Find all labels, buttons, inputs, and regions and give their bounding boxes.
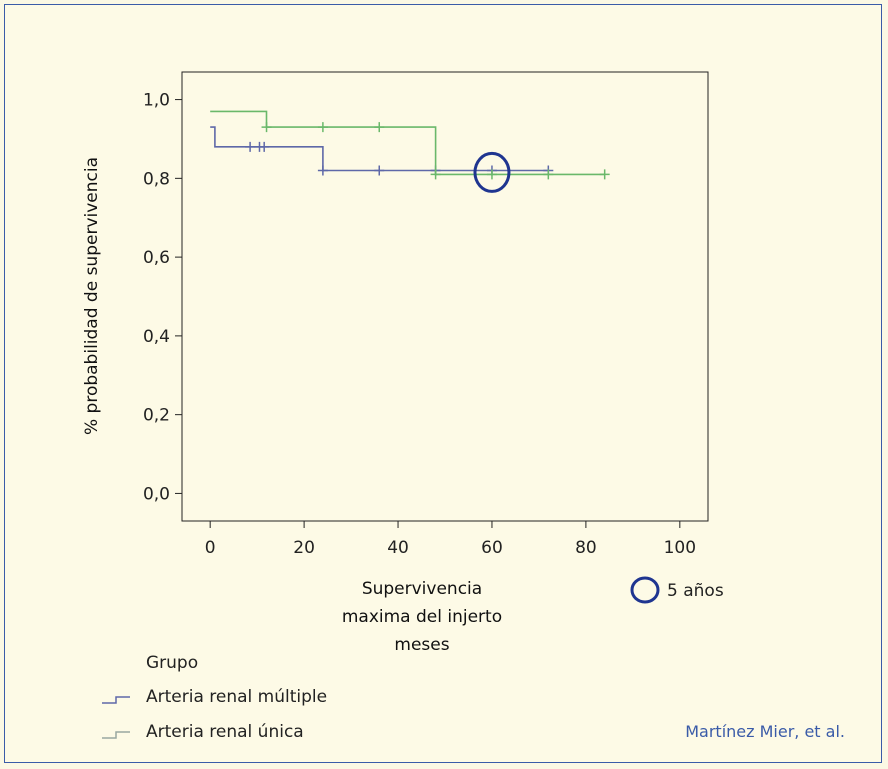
series-line-multiple [210, 126, 549, 172]
x-tick-label: 0 [205, 538, 216, 558]
censor-mark [486, 169, 497, 180]
censor-mark [317, 122, 328, 133]
y-axis: 0,0 0,2 0,4 0,6 0,8 1,0 [143, 91, 182, 504]
legend-step-icon-unica [102, 731, 130, 739]
censor-mark [430, 169, 441, 180]
annotation-legend-label: 5 años [667, 581, 724, 601]
censor-mark [261, 122, 272, 133]
annotation-legend-circle-icon [630, 576, 660, 604]
y-tick-label: 0,8 [143, 169, 170, 189]
figure-frame [4, 4, 882, 763]
censor-mark [245, 141, 256, 152]
censor-mark [374, 165, 385, 176]
series-layer [210, 110, 610, 180]
plot-area [181, 71, 709, 522]
legend-label-multiple: Arteria renal múltiple [146, 687, 327, 707]
legend-label-unica: Arteria renal única [146, 722, 304, 742]
y-axis-title: % probabilidad de supervivencia [82, 157, 102, 435]
y-tick-label: 0,2 [143, 406, 170, 426]
annotation-layer [473, 151, 511, 193]
x-tick-label: 60 [481, 538, 503, 558]
y-tick-label: 1,0 [143, 91, 170, 111]
y-tick-label: 0,6 [143, 248, 170, 268]
x-tick-label: 40 [387, 538, 409, 558]
series-line-unica [210, 110, 605, 176]
censor-mark [317, 165, 328, 176]
x-tick-label: 100 [664, 538, 696, 558]
x-axis-title-line-1: Supervivencia [362, 579, 482, 599]
y-tick-label: 0,0 [143, 484, 170, 504]
censor-mark [599, 169, 610, 180]
censor-mark [543, 169, 554, 180]
x-axis-title-line-3: meses [394, 635, 449, 655]
five-year-circle-marker [473, 151, 511, 193]
legend-title: Grupo [146, 653, 198, 673]
censor-mark [374, 122, 385, 133]
legend-step-icon-multiple [102, 696, 130, 704]
x-tick-label: 20 [293, 538, 315, 558]
credit-text: Martínez Mier, et al. [685, 722, 845, 741]
censor-mark [259, 141, 270, 152]
x-axis-title-line-2: maxima del injerto [342, 607, 502, 627]
x-axis: 0 20 40 60 80 100 [205, 521, 696, 558]
y-tick-label: 0,4 [143, 327, 170, 347]
x-tick-label: 80 [575, 538, 597, 558]
